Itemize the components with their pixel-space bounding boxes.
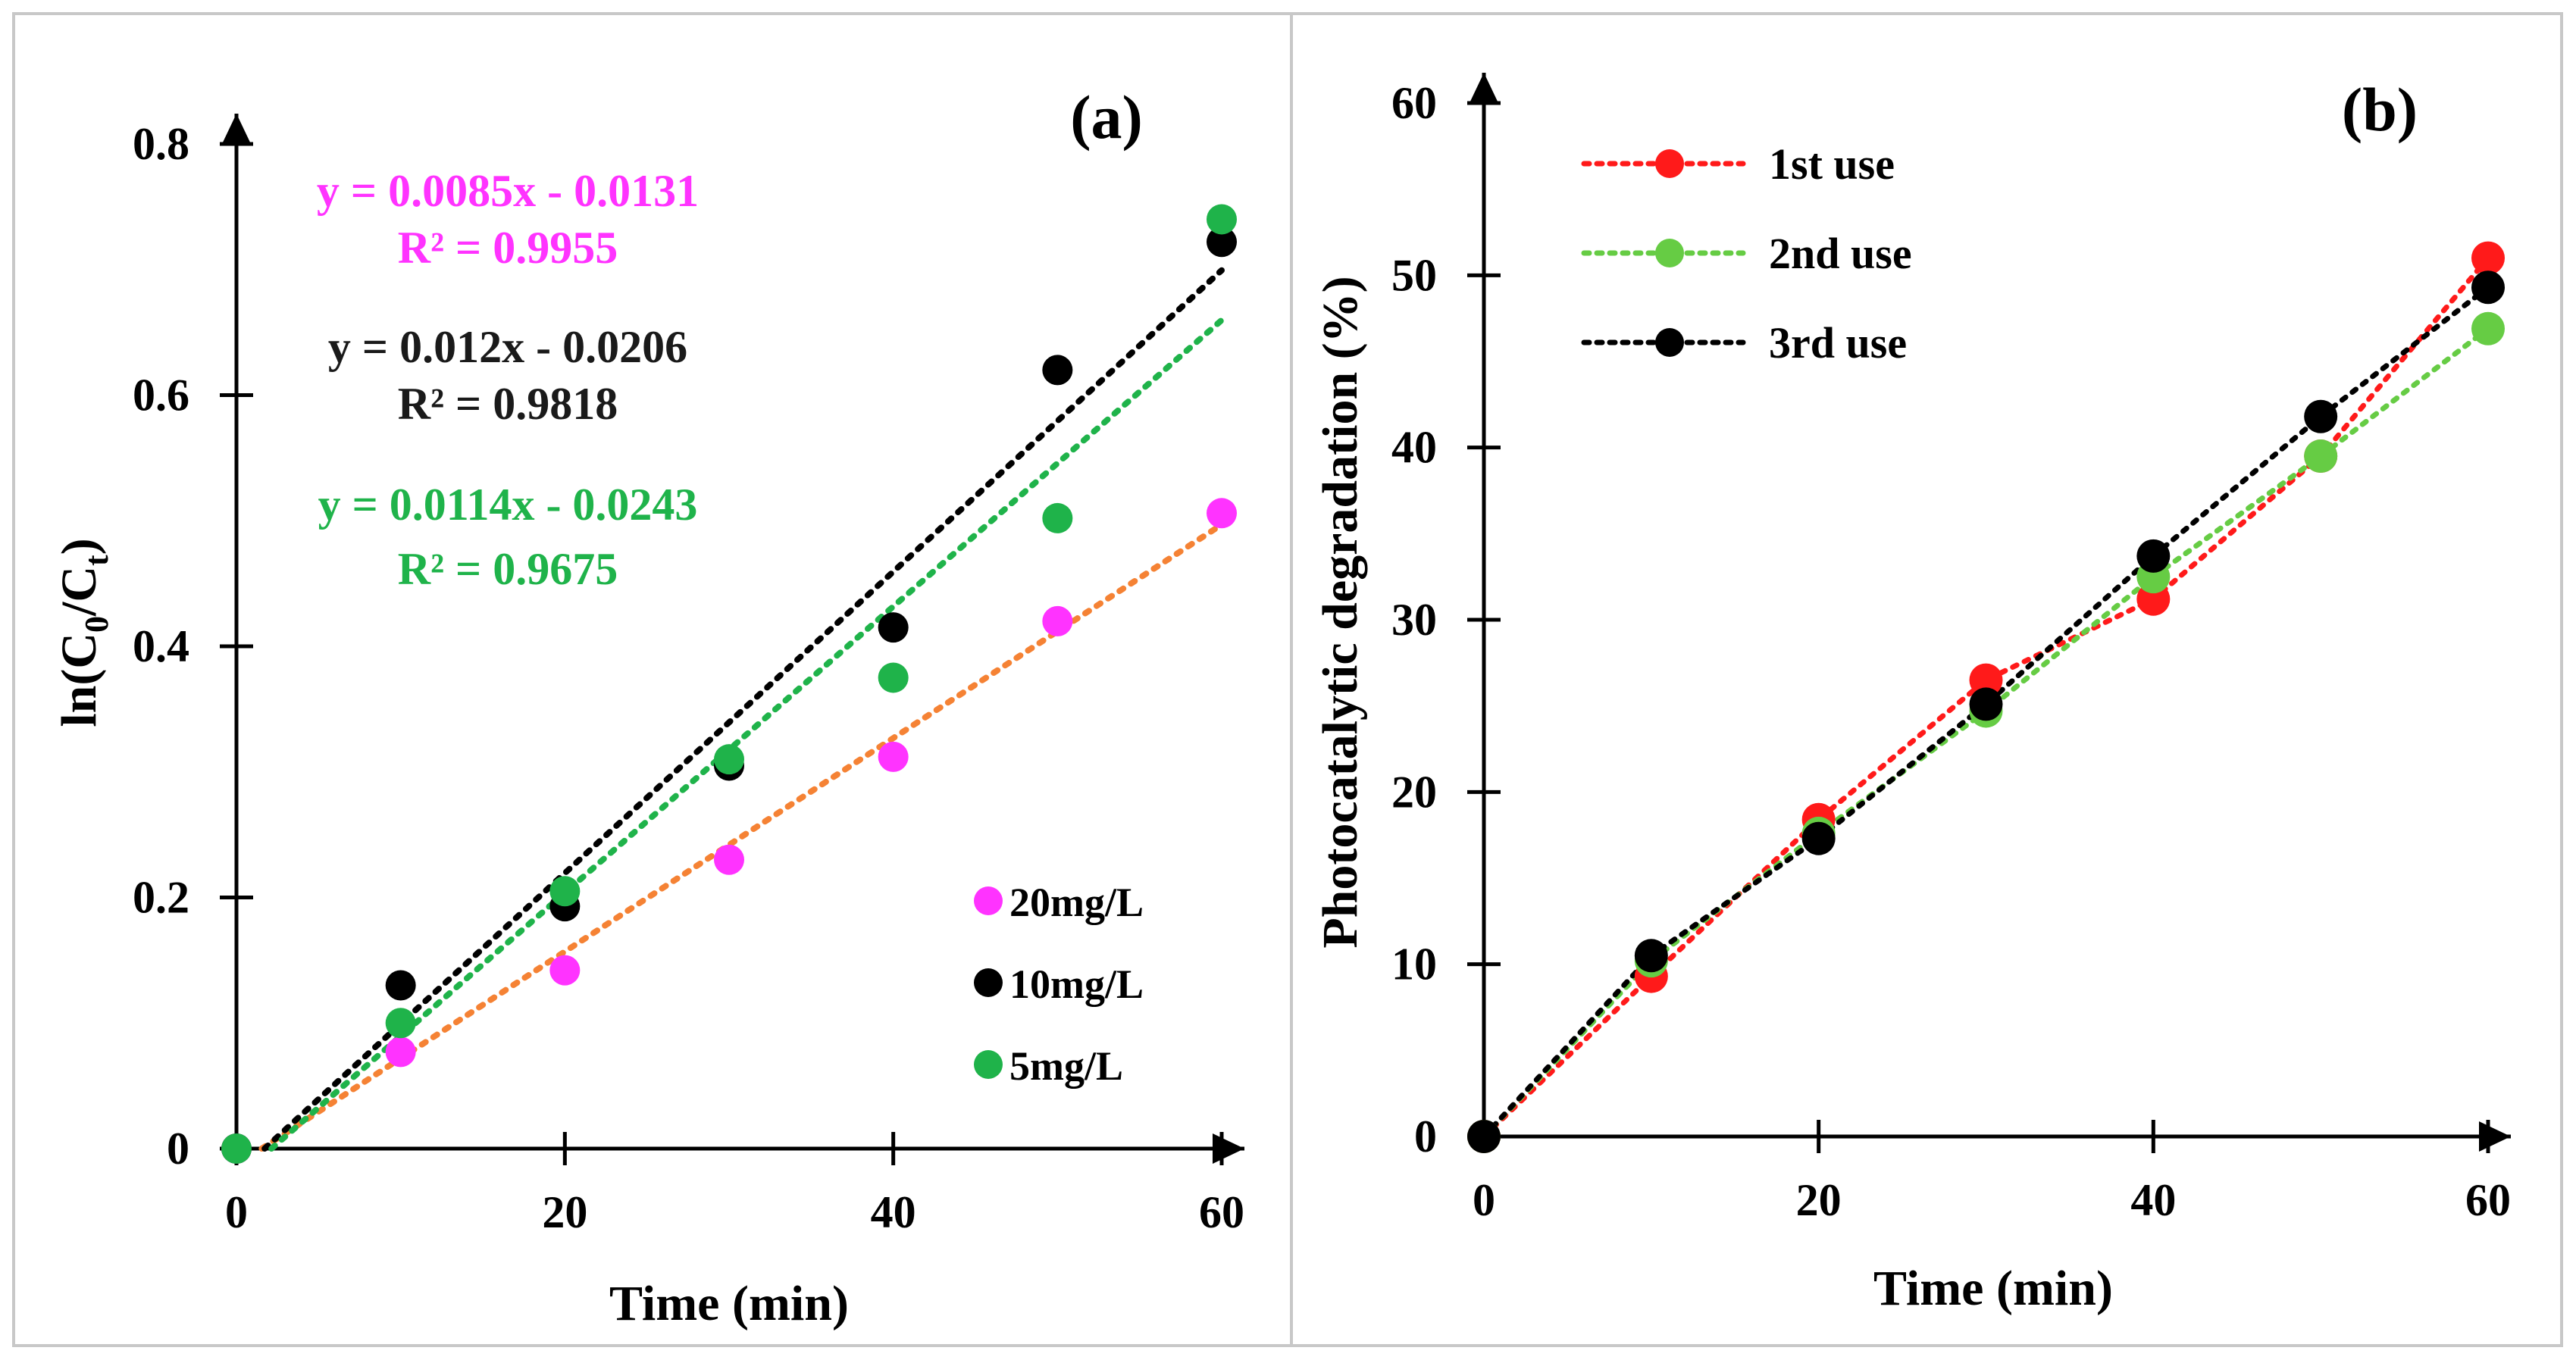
point-5mg-l [1207, 204, 1237, 235]
point-5mg-l [549, 876, 581, 907]
legend-label-20mg: 20mg/L [1009, 880, 1144, 925]
trendline-5mg-l [268, 317, 1225, 1152]
point-20mg-l [714, 844, 744, 875]
panel-a-tick-labels: 0 20 40 60 0 0.2 0.4 0.6 0.8 [133, 119, 1244, 1237]
panel-b-y-tick-label: 60 [1391, 78, 1437, 128]
panel-a-y-axis-title: ln(C0/Ct) [52, 538, 115, 727]
panel-a-y-tick-label: 0.6 [133, 370, 189, 421]
panel-b-y-tick-label: 50 [1391, 250, 1437, 300]
panel-b-y-tick-label: 0 [1414, 1111, 1437, 1161]
panel-b-y-tick-label: 20 [1391, 767, 1437, 817]
point-1st-use [2471, 241, 2505, 275]
panel-b-y-axis-title: Photocatalytic degradation (%) [1313, 276, 1368, 948]
panel-a-label: (a) [1070, 83, 1143, 152]
point-20mg-l [549, 955, 581, 986]
panel-a-x-axis-title: Time (min) [609, 1276, 849, 1331]
equation-10mg: y = 0.012x - 0.0206 [328, 322, 687, 372]
legend-marker-2nd-use [1655, 239, 1684, 267]
panel-a-legend: 20mg/L 10mg/L 5mg/L [974, 880, 1144, 1089]
legend-label-5mg: 5mg/L [1009, 1043, 1123, 1089]
point-3rd-use [2471, 270, 2505, 305]
point-20mg-l [1042, 605, 1073, 636]
r2-20mg: R² = 0.9955 [398, 223, 618, 273]
point-5mg-l [221, 1133, 252, 1164]
panel-b-x-tick-label: 40 [2130, 1175, 2176, 1225]
equation-20mg: y = 0.0085x - 0.0131 [317, 166, 699, 216]
point-10mg-l [385, 970, 416, 1001]
point-3rd-use [1467, 1120, 1501, 1153]
point-20mg-l [1207, 498, 1237, 529]
panel-b-x-tick-label: 0 [1473, 1175, 1495, 1225]
panel-b-x-axis-title: Time (min) [1873, 1261, 2113, 1316]
legend-marker-20mg [974, 886, 1003, 915]
panel-b-chart: 0 20 40 60 0 10 20 30 40 50 60 (b) Time (min) Phot… [1313, 73, 2511, 1316]
point-3rd-use [2304, 399, 2338, 433]
point-5mg-l [385, 1008, 416, 1039]
legend-marker-5mg [974, 1050, 1003, 1079]
point-3rd-use [2136, 539, 2171, 573]
legend-marker-3rd-use [1655, 328, 1684, 357]
point-5mg-l [1042, 502, 1073, 533]
panel-a-x-tick-label: 60 [1199, 1187, 1244, 1237]
point-3rd-use [1801, 821, 1836, 855]
panel-b-x-tick-label: 60 [2465, 1175, 2511, 1225]
legend-label-1st-use: 1st use [1769, 139, 1895, 189]
panel-a-y-tick-label: 0.4 [133, 621, 189, 671]
panel-a-y-tick-label: 0.2 [133, 873, 189, 923]
point-3rd-use [1969, 687, 2003, 721]
panel-b-frame [1290, 12, 2563, 1347]
legend-marker-10mg [974, 968, 1003, 997]
panel-a-y-tick-label: 0 [167, 1124, 189, 1174]
legend-label-2nd-use: 2nd use [1769, 229, 1912, 278]
point-3rd-use [1634, 939, 1668, 973]
r2-10mg: R² = 0.9818 [398, 379, 618, 429]
panel-a-frame [12, 12, 1293, 1347]
panel-a-x-tick-label: 0 [225, 1187, 248, 1237]
legend-marker-1st-use [1655, 149, 1684, 178]
point-10mg-l [878, 612, 909, 643]
panel-b-x-tick-label: 20 [1796, 1175, 1842, 1225]
panel-b-y-tick-label: 30 [1391, 595, 1437, 645]
r2-5mg: R² = 0.9675 [398, 544, 618, 594]
panel-a-chart: 0 20 40 60 0 0.2 0.4 0.6 0.8 (a) Time (min) ln(C… [52, 83, 1244, 1331]
panel-b-label: (b) [2342, 75, 2418, 144]
legend-label-10mg: 10mg/L [1009, 961, 1144, 1007]
point-20mg-l [878, 741, 909, 772]
panel-b-y-tick-label: 10 [1391, 939, 1437, 990]
point-10mg-l [1042, 355, 1073, 386]
point-5mg-l [878, 662, 909, 693]
point-5mg-l [714, 744, 744, 775]
point-10mg-l [1207, 227, 1237, 258]
panel-a-y-arrow-icon [221, 114, 252, 145]
panel-a-data-points [221, 204, 1237, 1164]
panel-b-y-arrow-icon [1469, 73, 1499, 105]
point-2nd-use [2471, 311, 2505, 345]
point-1st-use [1969, 663, 2003, 697]
panel-b-legend: 1st use 2nd use 3rd use [1581, 139, 1912, 367]
point-2nd-use [2304, 439, 2338, 474]
panel-a-x-tick-label: 40 [871, 1187, 916, 1237]
panel-a-x-tick-label: 20 [542, 1187, 587, 1237]
point-20mg-l [385, 1036, 416, 1068]
panel-b-tick-labels: 0 20 40 60 0 10 20 30 40 50 60 [1391, 78, 2511, 1225]
trendline-10mg-l [261, 267, 1225, 1152]
equation-5mg: y = 0.0114x - 0.0243 [318, 480, 698, 530]
legend-label-3rd-use: 3rd use [1769, 318, 1907, 367]
panel-b-y-tick-label: 40 [1391, 423, 1437, 473]
panel-a-y-tick-label: 0.8 [133, 119, 189, 169]
panel-b-data-points [1467, 241, 2505, 1153]
